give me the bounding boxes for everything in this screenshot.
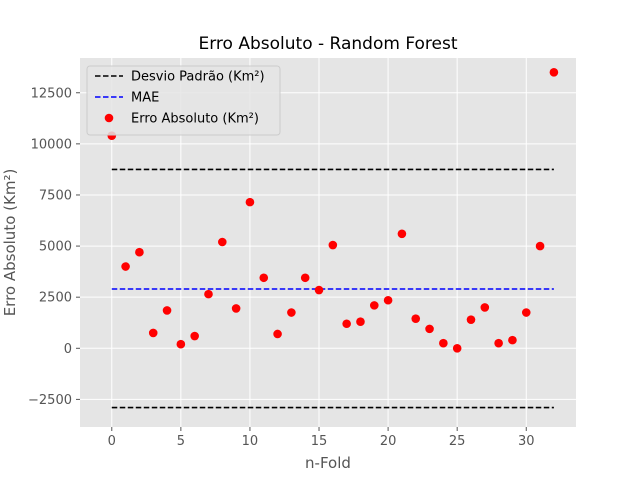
data-point [162, 306, 172, 315]
data-point [397, 229, 407, 239]
legend-label-0: Desvio Padrão (Km²) [131, 70, 265, 85]
x-tick-label: 5 [177, 434, 185, 449]
legend-label-2: Erro Absoluto (Km²) [131, 112, 259, 127]
data-point [135, 247, 144, 257]
data-point [535, 241, 545, 251]
reference-lines [111, 168, 554, 409]
data-point [383, 295, 393, 305]
y-tick-label: 2500 [39, 291, 72, 306]
data-point [521, 308, 531, 317]
y-axis-label: Erro Absoluto (Km²) [1, 169, 19, 317]
data-point [259, 273, 269, 283]
data-point [328, 240, 338, 250]
y-tick-label: 0 [64, 342, 72, 357]
legend-box [86, 65, 281, 136]
x-tick-label: 15 [311, 434, 328, 449]
data-point [245, 197, 255, 207]
chart-title: Erro Absoluto - Random Forest [199, 34, 458, 54]
data-point [121, 262, 130, 271]
x-tick-label: 25 [449, 434, 466, 449]
y-tick-label: 5000 [39, 240, 72, 255]
data-point [231, 304, 241, 313]
data-point [508, 335, 517, 345]
x-tick-label: 0 [108, 434, 116, 449]
data-point [356, 317, 365, 327]
data-point [466, 315, 476, 324]
data-point [480, 303, 490, 312]
x-tick-label: 10 [242, 434, 259, 449]
legend-marker-2 [104, 113, 114, 123]
data-point [494, 338, 503, 348]
data-point [148, 328, 158, 338]
data-point [314, 285, 324, 295]
data-point [190, 331, 199, 341]
data-point [439, 338, 448, 348]
x-tick-label: 20 [380, 434, 397, 449]
legend: Desvio Padrão (Km²) MAE Erro Absoluto (Km²… [86, 65, 281, 136]
data-points [107, 68, 559, 353]
y-tick-label: −2500 [28, 393, 72, 408]
x-tick-label: 30 [518, 434, 535, 449]
data-point [549, 68, 559, 77]
data-point [176, 339, 186, 349]
x-axis-label: n-Fold [305, 454, 351, 472]
y-tick-label: 12500 [31, 86, 72, 101]
data-point [411, 314, 421, 323]
data-point [273, 329, 282, 339]
data-point [204, 289, 213, 299]
y-tick-label: 7500 [39, 188, 72, 203]
y-tick-label: 10000 [31, 137, 72, 152]
data-point [300, 273, 310, 283]
data-point [369, 301, 379, 310]
data-point [218, 237, 227, 247]
legend-label-1: MAE [131, 91, 159, 106]
data-point [452, 343, 462, 353]
data-point [425, 324, 434, 334]
data-point [342, 319, 351, 329]
ticks: 0 5 10 15 20 25 30 −2500 0 2500 5000 7500 10000 12500 [28, 86, 535, 449]
data-point [287, 308, 296, 317]
